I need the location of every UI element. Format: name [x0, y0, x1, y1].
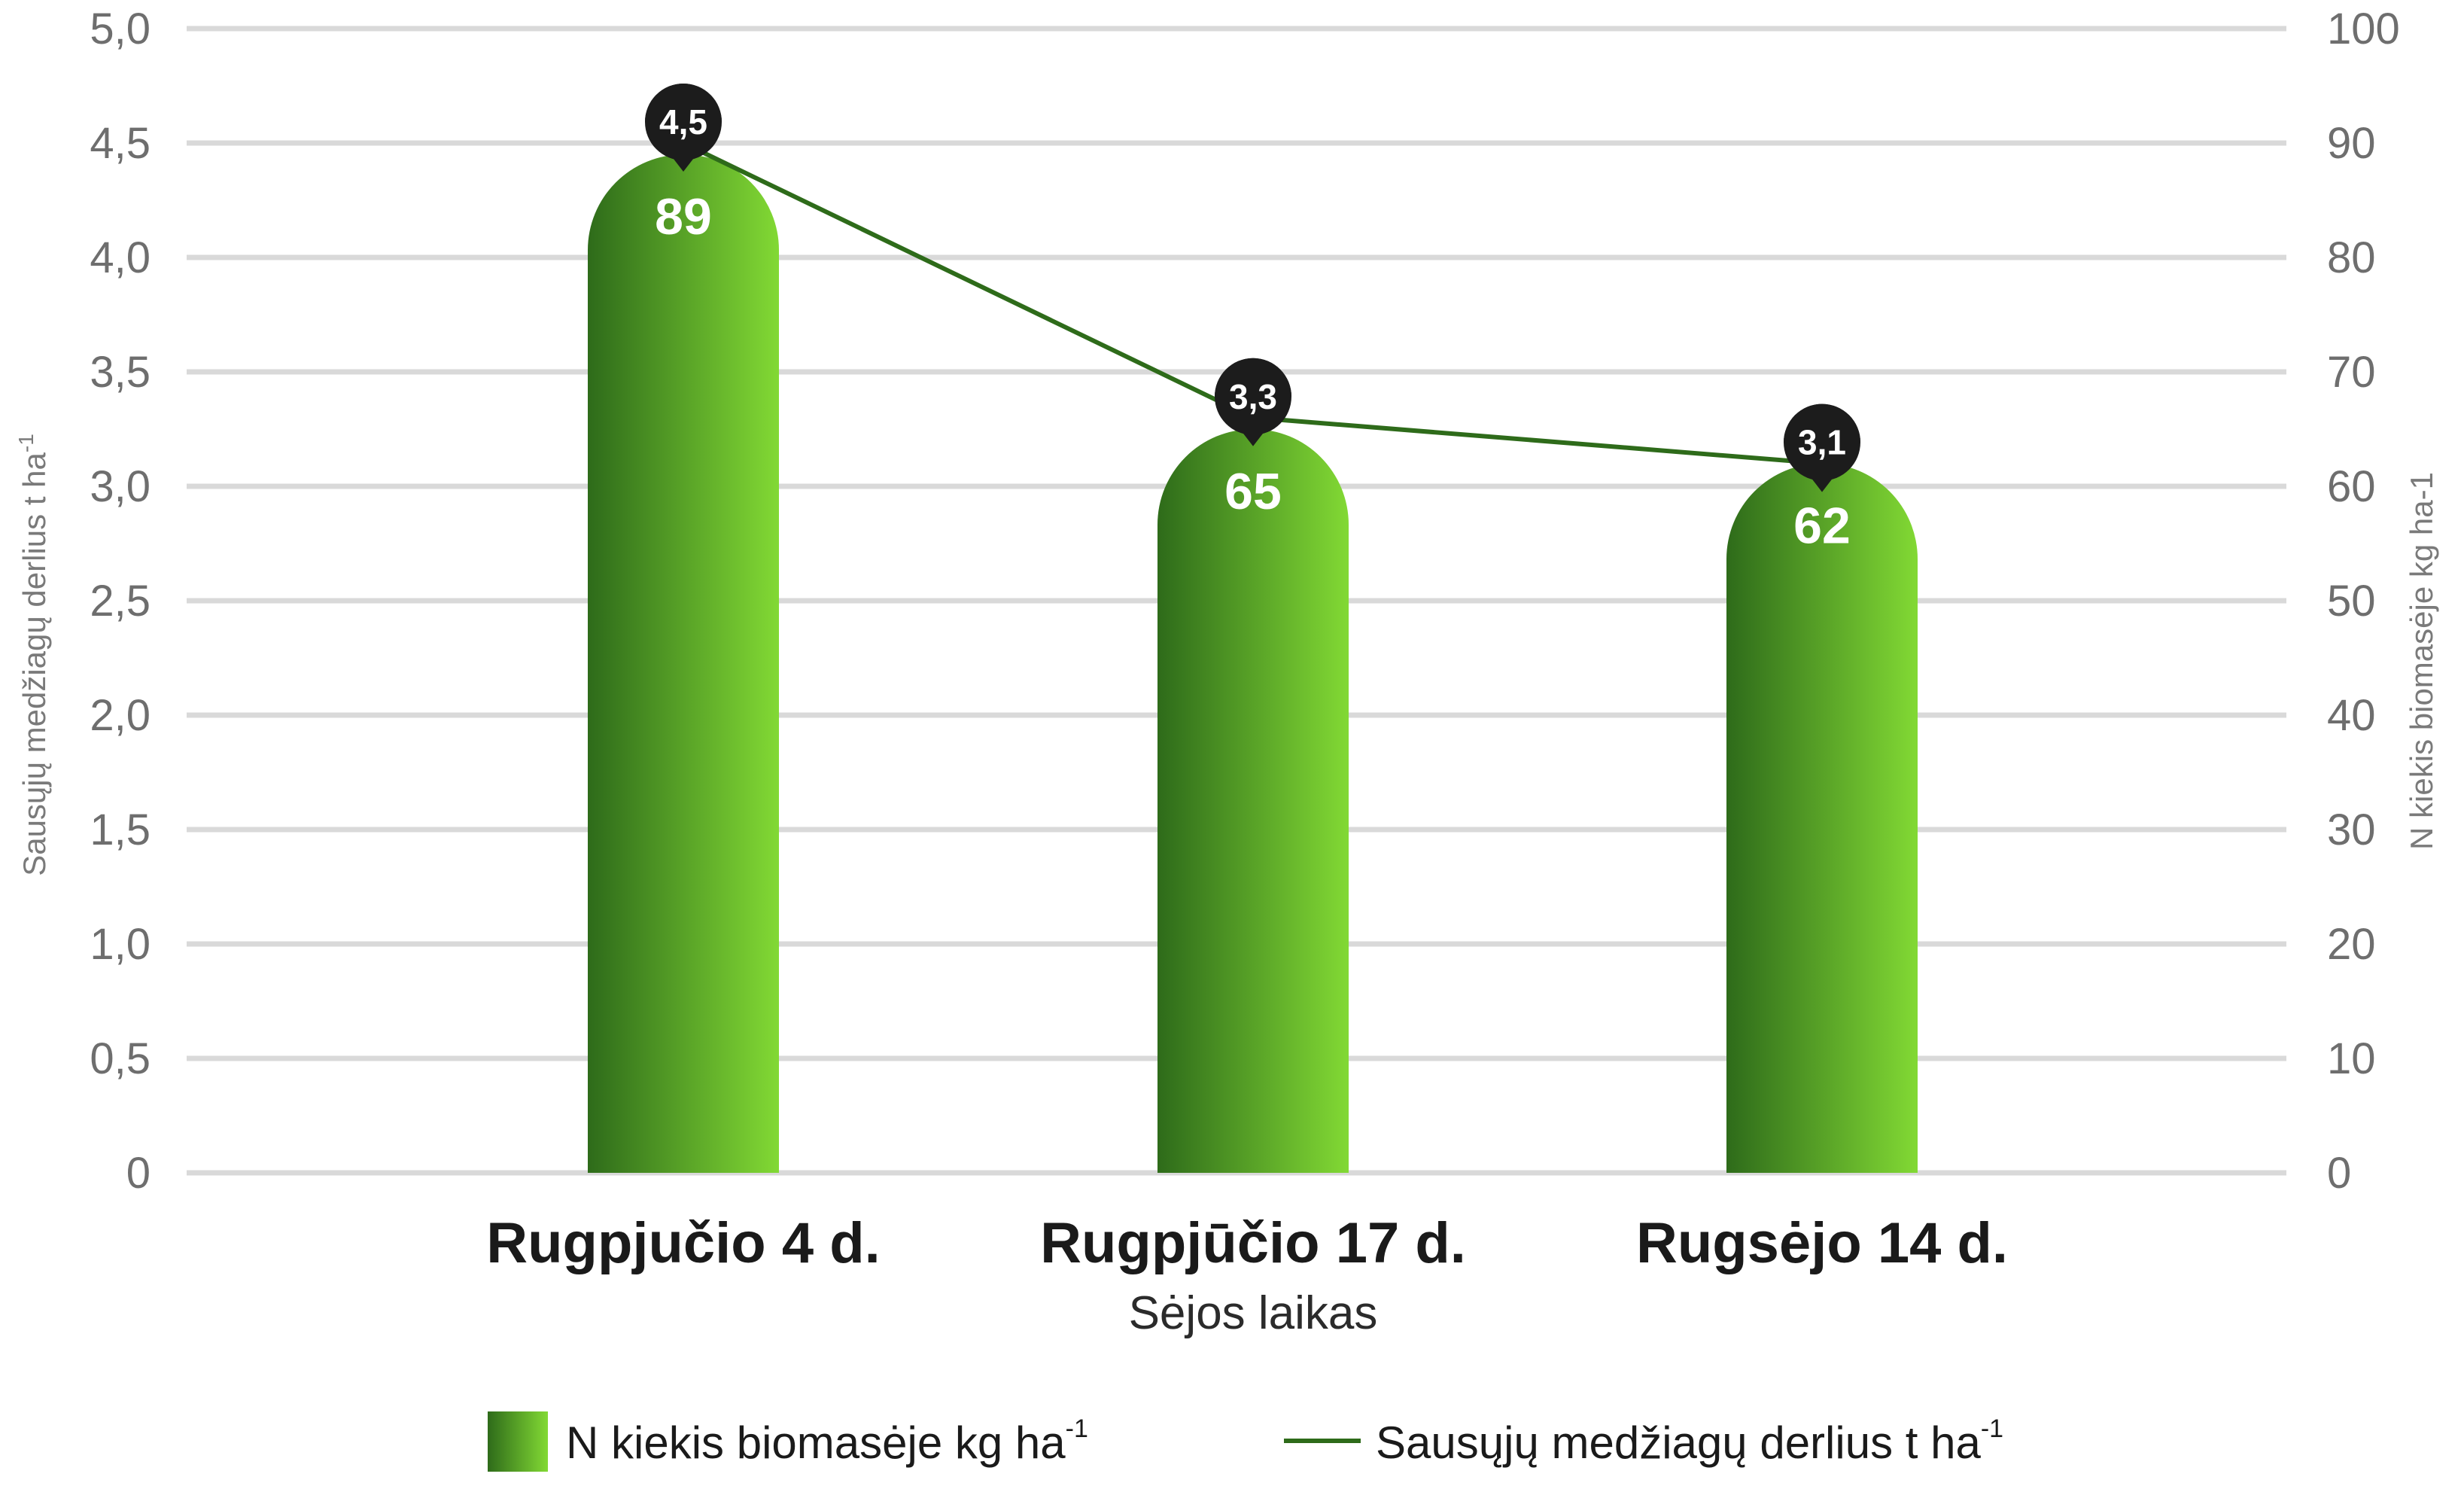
- legend-bar-label: N kiekis biomasėje kg ha-1: [566, 1414, 1088, 1468]
- legend: N kiekis biomasėje kg ha-1 Sausųjų medži…: [488, 1411, 2003, 1472]
- right-tick-label: 20: [2327, 920, 2376, 969]
- right-tick-label: 70: [2327, 348, 2376, 397]
- line-marker-circle: [1215, 358, 1291, 435]
- left-axis-title: Sausųjų medžiagų derlius t ha-1: [14, 434, 52, 876]
- legend-bar-label-superscript: -1: [1066, 1414, 1088, 1443]
- left-tick-label: 4,5: [90, 119, 151, 168]
- line-value-label: 4,5: [659, 102, 707, 142]
- category-labels: Rugpjučio 4 d. Rugpjūčio 17 d. Rugsėjo 14 …: [486, 1211, 2008, 1275]
- legend-bar-swatch: [488, 1411, 548, 1472]
- bar: [588, 154, 779, 1174]
- left-tick-label: 3,5: [90, 348, 151, 397]
- bar: [1726, 463, 1918, 1173]
- left-axis-title-text: Sausųjų medžiagų derlius t ha: [17, 452, 52, 875]
- right-tick-label: 100: [2327, 5, 2400, 53]
- line-series: 4,5 3,3 3,1: [645, 84, 1860, 492]
- bar-value-label: 62: [1793, 498, 1851, 555]
- right-tick-label: 90: [2327, 119, 2376, 168]
- right-tick-label: 50: [2327, 577, 2376, 626]
- left-tick-label: 5,0: [90, 5, 151, 53]
- left-tick-label: 2,5: [90, 577, 151, 626]
- x-axis-title: Sėjos laikas: [1129, 1287, 1378, 1339]
- right-tick-label: 80: [2327, 233, 2376, 282]
- category-label: Rugpjūčio 17 d.: [1040, 1211, 1466, 1275]
- left-tick-label: 3,0: [90, 462, 151, 511]
- category-label: Rugpjučio 4 d.: [486, 1211, 881, 1275]
- right-tick-label: 40: [2327, 691, 2376, 740]
- line-value-label: 3,3: [1229, 377, 1277, 416]
- right-axis-ticks: 0 10 20 30 40 50 60 70 80 90 100: [2327, 5, 2400, 1198]
- left-tick-label: 4,0: [90, 233, 151, 282]
- left-tick-label: 0,5: [90, 1034, 151, 1083]
- left-tick-label: 2,0: [90, 691, 151, 740]
- legend-line-label-superscript: -1: [1981, 1414, 2003, 1443]
- bar-value-label: 65: [1224, 463, 1282, 520]
- left-tick-label: 1,5: [90, 805, 151, 854]
- right-axis-title: N kiekis biomasėje kg ha-1: [2404, 472, 2439, 850]
- left-axis-title-superscript: -1: [14, 434, 38, 452]
- left-tick-label: 0: [126, 1149, 151, 1198]
- right-tick-label: 0: [2327, 1149, 2351, 1198]
- right-tick-label: 30: [2327, 805, 2376, 854]
- line-marker-circle: [1784, 403, 1860, 481]
- line-value-label: 3,1: [1798, 423, 1846, 462]
- left-tick-label: 1,0: [90, 920, 151, 969]
- bar: [1157, 429, 1349, 1173]
- bars: 89 65 62: [588, 154, 1918, 1174]
- legend-bar-label-text: N kiekis biomasėje kg ha: [566, 1417, 1066, 1468]
- right-tick-label: 60: [2327, 462, 2376, 511]
- category-label: Rugsėjo 14 d.: [1636, 1211, 2008, 1275]
- left-axis-ticks: 0 0,5 1,0 1,5 2,0 2,5 3,0 3,5 4,0 4,5 5,0: [90, 5, 151, 1198]
- legend-line-label: Sausųjų medžiagų derlius t ha-1: [1376, 1414, 2003, 1468]
- right-tick-label: 10: [2327, 1034, 2376, 1083]
- line-marker-circle: [645, 84, 722, 160]
- legend-line-label-text: Sausųjų medžiagų derlius t ha: [1376, 1417, 1981, 1468]
- bar-value-label: 89: [655, 188, 712, 245]
